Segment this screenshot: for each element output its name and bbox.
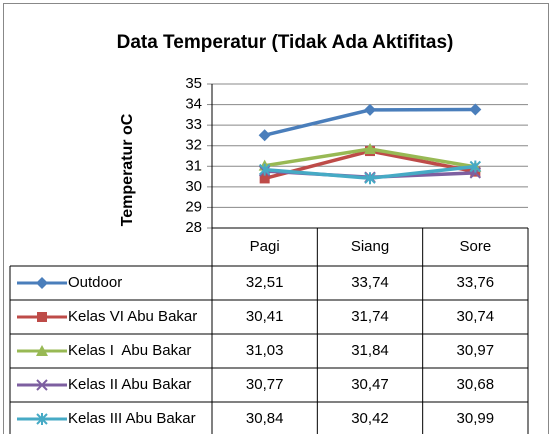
x-tick-label: Siang <box>351 238 389 255</box>
y-tick-label: 33 <box>185 116 202 133</box>
chart-border <box>3 3 549 434</box>
legend-marker <box>36 277 48 289</box>
table-value: 30,42 <box>351 410 389 427</box>
table-value: 30,77 <box>246 376 284 393</box>
legend-label: Kelas II Abu Bakar <box>68 376 191 393</box>
table-value: 31,03 <box>246 342 284 359</box>
data-point <box>364 143 376 155</box>
table-value: 30,41 <box>246 308 284 325</box>
legend-label: Outdoor <box>68 274 122 291</box>
data-point <box>364 103 376 116</box>
y-tick-label: 28 <box>185 219 202 236</box>
y-tick-label: 34 <box>185 96 202 113</box>
y-tick-label: 32 <box>185 137 202 154</box>
y-axis-label: Temperatur oC <box>119 113 136 226</box>
legend-marker <box>36 379 48 391</box>
data-point <box>364 172 376 185</box>
y-tick-label: 29 <box>185 198 202 215</box>
x-tick-label: Sore <box>459 238 491 255</box>
table-value: 32,51 <box>246 274 284 291</box>
data-point <box>258 129 271 142</box>
data-point <box>259 173 270 184</box>
table-value: 30,74 <box>457 308 495 325</box>
table-value: 30,47 <box>351 376 389 393</box>
y-tick-label: 31 <box>185 157 202 174</box>
table-value: 31,84 <box>351 342 389 359</box>
data-point <box>258 163 271 176</box>
legend-label: Kelas III Abu Bakar <box>68 410 196 427</box>
legend-label: Kelas VI Abu Bakar <box>68 308 197 325</box>
legend-marker <box>37 312 47 322</box>
table-value: 30,84 <box>246 410 284 427</box>
data-point <box>469 103 482 116</box>
table-value: 31,74 <box>351 308 389 325</box>
legend-label: Kelas I Abu Bakar <box>68 342 191 359</box>
table-value: 33,74 <box>351 274 389 291</box>
table-value: 30,68 <box>457 376 495 393</box>
y-tick-label: 30 <box>185 178 202 195</box>
legend-marker <box>36 413 48 425</box>
table-value: 30,97 <box>457 342 495 359</box>
table-value: 33,76 <box>457 274 495 291</box>
table-value: 30,99 <box>457 410 495 427</box>
y-tick-label: 35 <box>185 75 202 92</box>
legend-marker <box>36 345 48 356</box>
data-point <box>469 160 482 173</box>
chart-title: Data Temperatur (Tidak Ada Aktifitas) <box>117 32 454 53</box>
x-tick-label: Pagi <box>250 238 280 255</box>
